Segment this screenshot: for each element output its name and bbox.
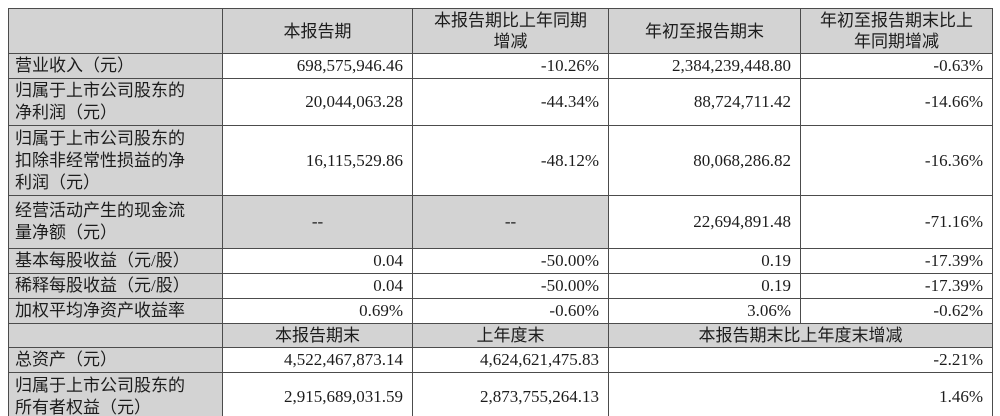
cell-value: 0.04 bbox=[222, 273, 413, 299]
row-operating-cash-flow: 经营活动产生的现金流 量净额（元） -- -- 22,694,891.48 -7… bbox=[8, 195, 993, 249]
column-header-current-period-change: 本报告期比上年同期 增减 bbox=[412, 8, 609, 54]
row-label: 归属于上市公司股东的 扣除非经常性损益的净 利润（元） bbox=[8, 125, 223, 196]
row-label: 总资产（元） bbox=[8, 347, 223, 373]
row-basic-eps: 基本每股收益（元/股） 0.04 -50.00% 0.19 -17.39% bbox=[8, 248, 993, 274]
row-shareholders-equity: 归属于上市公司股东的 所有者权益（元） 2,915,689,031.59 2,8… bbox=[8, 372, 993, 416]
row-net-profit-deducted: 归属于上市公司股东的 扣除非经常性损益的净 利润（元） 16,115,529.8… bbox=[8, 125, 993, 196]
row-label: 加权平均净资产收益率 bbox=[8, 298, 223, 324]
cell-value: 88,724,711.42 bbox=[608, 78, 801, 126]
row-total-assets: 总资产（元） 4,522,467,873.14 4,624,621,475.83… bbox=[8, 347, 993, 373]
column-header-year-to-date-change: 年初至报告期末比上 年同期增减 bbox=[800, 8, 993, 54]
cell-value: 2,384,239,448.80 bbox=[608, 53, 801, 79]
row-label: 营业收入（元） bbox=[8, 53, 223, 79]
cell-value: 0.19 bbox=[608, 273, 801, 299]
cell-value: 0.69% bbox=[222, 298, 413, 324]
cell-value: 20,044,063.28 bbox=[222, 78, 413, 126]
cell-value: 22,694,891.48 bbox=[608, 195, 801, 249]
row-weighted-average-roe: 加权平均净资产收益率 0.69% -0.60% 3.06% -0.62% bbox=[8, 298, 993, 324]
cell-value: 16,115,529.86 bbox=[222, 125, 413, 196]
cell-value: -48.12% bbox=[412, 125, 609, 196]
corner-cell bbox=[8, 323, 223, 348]
cell-value: -14.66% bbox=[800, 78, 993, 126]
cell-value: 2,873,755,264.13 bbox=[412, 372, 609, 416]
cell-value: 698,575,946.46 bbox=[222, 53, 413, 79]
column-header-current-period: 本报告期 bbox=[222, 8, 413, 54]
cell-value: -17.39% bbox=[800, 248, 993, 274]
cell-value: -10.26% bbox=[412, 53, 609, 79]
cell-value: -2.21% bbox=[608, 347, 993, 373]
cell-value: -50.00% bbox=[412, 273, 609, 299]
cell-value: -- bbox=[222, 195, 413, 249]
row-label: 稀释每股收益（元/股） bbox=[8, 273, 223, 299]
cell-value: -0.63% bbox=[800, 53, 993, 79]
row-revenue: 营业收入（元） 698,575,946.46 -10.26% 2,384,239… bbox=[8, 53, 993, 79]
cell-value: -71.16% bbox=[800, 195, 993, 249]
cell-value: 3.06% bbox=[608, 298, 801, 324]
column-header-period-end: 本报告期末 bbox=[222, 323, 413, 348]
cell-value: -0.60% bbox=[412, 298, 609, 324]
row-label: 归属于上市公司股东的 净利润（元） bbox=[8, 78, 223, 126]
cell-value: 4,522,467,873.14 bbox=[222, 347, 413, 373]
column-header-year-to-date: 年初至报告期末 bbox=[608, 8, 801, 54]
cell-value: 80,068,286.82 bbox=[608, 125, 801, 196]
financial-summary-table: 本报告期 本报告期比上年同期 增减 年初至报告期末 年初至报告期末比上 年同期增… bbox=[8, 8, 993, 416]
row-net-profit: 归属于上市公司股东的 净利润（元） 20,044,063.28 -44.34% … bbox=[8, 78, 993, 126]
corner-cell bbox=[8, 8, 223, 54]
cell-value: -- bbox=[412, 195, 609, 249]
cell-value: 2,915,689,031.59 bbox=[222, 372, 413, 416]
cell-value: 0.19 bbox=[608, 248, 801, 274]
cell-value: 1.46% bbox=[608, 372, 993, 416]
cell-value: 4,624,621,475.83 bbox=[412, 347, 609, 373]
cell-value: -16.36% bbox=[800, 125, 993, 196]
row-label: 基本每股收益（元/股） bbox=[8, 248, 223, 274]
cell-value: -50.00% bbox=[412, 248, 609, 274]
cell-value: 0.04 bbox=[222, 248, 413, 274]
cell-value: -17.39% bbox=[800, 273, 993, 299]
header-row-bottom: 本报告期末 上年度末 本报告期末比上年度末增减 bbox=[8, 323, 993, 348]
column-header-prior-year-end: 上年度末 bbox=[412, 323, 609, 348]
row-diluted-eps: 稀释每股收益（元/股） 0.04 -50.00% 0.19 -17.39% bbox=[8, 273, 993, 299]
cell-value: -0.62% bbox=[800, 298, 993, 324]
cell-value: -44.34% bbox=[412, 78, 609, 126]
row-label: 经营活动产生的现金流 量净额（元） bbox=[8, 195, 223, 249]
header-row-top: 本报告期 本报告期比上年同期 增减 年初至报告期末 年初至报告期末比上 年同期增… bbox=[8, 8, 993, 54]
row-label: 归属于上市公司股东的 所有者权益（元） bbox=[8, 372, 223, 416]
column-header-period-end-change: 本报告期末比上年度末增减 bbox=[608, 323, 993, 348]
